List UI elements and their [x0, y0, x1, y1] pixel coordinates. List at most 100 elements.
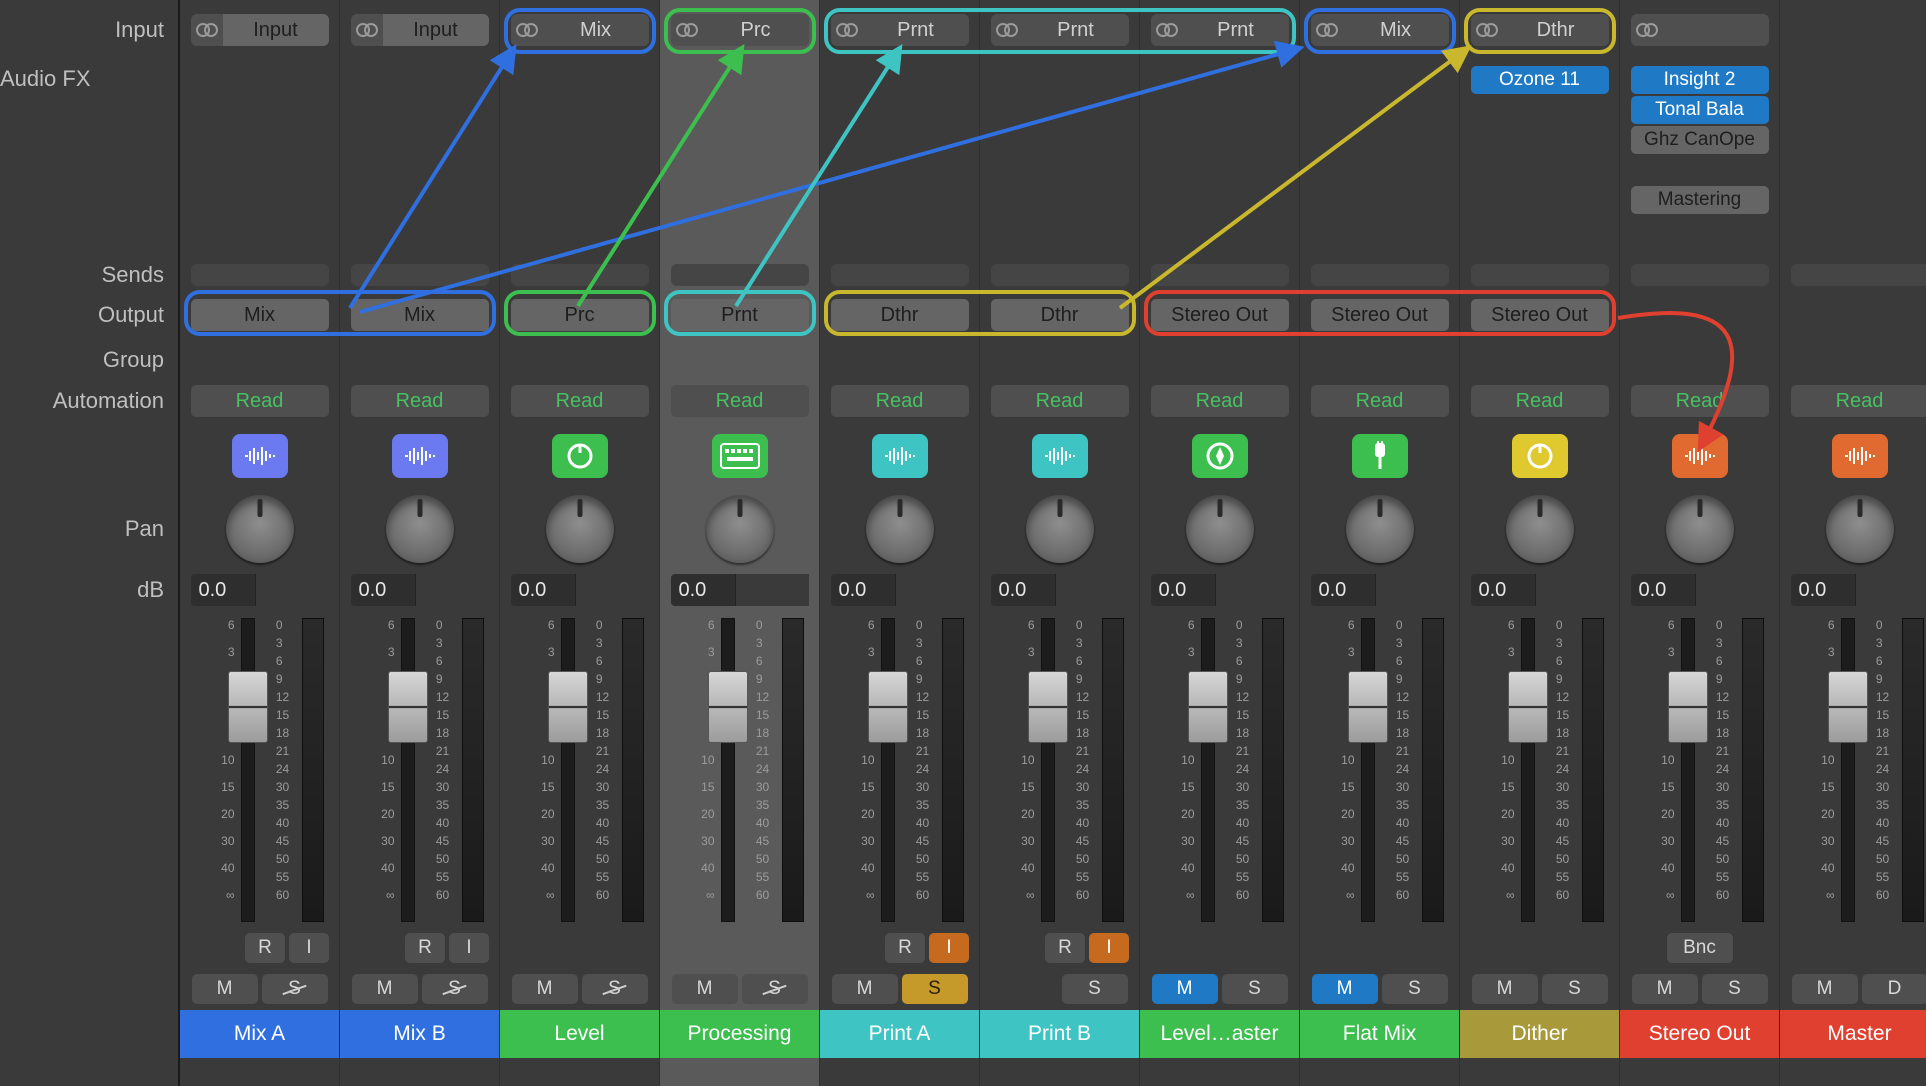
db-readout[interactable]: 0.0 [1471, 574, 1609, 606]
output-slot[interactable]: Mix [351, 299, 489, 331]
pan-knob[interactable] [1186, 495, 1254, 563]
mute-button[interactable]: M [1792, 974, 1858, 1004]
db-readout[interactable]: 0.0 [831, 574, 969, 606]
input-slot[interactable]: Prnt [1151, 14, 1289, 46]
mute-button[interactable]: M [512, 974, 578, 1004]
track-name[interactable]: Flat Mix [1300, 1010, 1459, 1058]
output-slot[interactable]: Dthr [991, 299, 1129, 331]
pan-knob[interactable] [226, 495, 294, 563]
mute-button[interactable]: M [832, 974, 898, 1004]
mute-button[interactable]: M [672, 974, 738, 1004]
track-name[interactable]: Processing [660, 1010, 819, 1058]
solo-button[interactable]: S [262, 974, 328, 1004]
db-readout[interactable]: 0.0 [511, 574, 649, 606]
input-slot[interactable]: Input [351, 14, 489, 46]
mute-button[interactable]: M [1152, 974, 1218, 1004]
sends-slot[interactable] [1471, 264, 1609, 286]
pan-knob[interactable] [1026, 495, 1094, 563]
bounce-button[interactable]: Bnc [1667, 933, 1733, 963]
solo-button[interactable]: S [1702, 974, 1768, 1004]
fader-track[interactable] [561, 618, 575, 922]
automation-mode[interactable]: Read [671, 385, 809, 417]
track-type-icon[interactable] [1832, 434, 1888, 478]
automation-mode[interactable]: Read [831, 385, 969, 417]
solo-button[interactable]: S [582, 974, 648, 1004]
track-type-icon[interactable] [872, 434, 928, 478]
sends-slot[interactable] [1631, 264, 1769, 286]
pan-knob[interactable] [866, 495, 934, 563]
track-type-icon[interactable] [1032, 434, 1088, 478]
output-slot[interactable]: Prc [511, 299, 649, 331]
solo-button[interactable]: S [1382, 974, 1448, 1004]
automation-mode[interactable]: Read [1631, 385, 1769, 417]
automation-mode[interactable]: Read [511, 385, 649, 417]
input-monitor-button[interactable]: I [929, 933, 969, 963]
automation-mode[interactable]: Read [1791, 385, 1926, 417]
track-name[interactable]: Stereo Out [1620, 1010, 1779, 1058]
output-slot[interactable]: Mix [191, 299, 329, 331]
track-type-icon[interactable] [1352, 434, 1408, 478]
input-slot[interactable] [1631, 14, 1769, 46]
input-slot[interactable]: Mix [511, 14, 649, 46]
output-slot[interactable]: Dthr [831, 299, 969, 331]
input-slot[interactable]: Prc [671, 14, 809, 46]
sends-slot[interactable] [991, 264, 1129, 286]
record-enable-button[interactable]: R [1045, 933, 1085, 963]
output-slot[interactable]: Stereo Out [1311, 299, 1449, 331]
fx-insert[interactable]: Insight 2 [1631, 66, 1769, 94]
db-readout[interactable]: 0.0 [671, 574, 809, 606]
record-enable-button[interactable]: R [885, 933, 925, 963]
sends-slot[interactable] [1151, 264, 1289, 286]
automation-mode[interactable]: Read [1151, 385, 1289, 417]
input-slot[interactable]: Dthr [1471, 14, 1609, 46]
fader-track[interactable] [241, 618, 255, 922]
fx-insert[interactable]: Ghz CanOpe [1631, 126, 1769, 154]
sends-slot[interactable] [1791, 264, 1926, 286]
sends-slot[interactable] [191, 264, 329, 286]
fx-insert[interactable]: Tonal Bala [1631, 96, 1769, 124]
mute-button[interactable]: M [1632, 974, 1698, 1004]
db-readout[interactable]: 0.0 [991, 574, 1129, 606]
automation-mode[interactable]: Read [191, 385, 329, 417]
track-type-icon[interactable] [1672, 434, 1728, 478]
track-name[interactable]: Mix A [180, 1010, 339, 1058]
record-enable-button[interactable]: R [245, 933, 285, 963]
pan-knob[interactable] [386, 495, 454, 563]
fx-insert[interactable]: Ozone 11 [1471, 66, 1609, 94]
automation-mode[interactable]: Read [1471, 385, 1609, 417]
track-name[interactable]: Master [1780, 1010, 1926, 1058]
solo-button[interactable]: S [1542, 974, 1608, 1004]
mute-button[interactable]: M [352, 974, 418, 1004]
input-slot[interactable]: Mix [1311, 14, 1449, 46]
solo-button[interactable]: S [1062, 974, 1128, 1004]
fx-insert[interactable]: Mastering [1631, 186, 1769, 214]
solo-button[interactable]: S [902, 974, 968, 1004]
track-type-icon[interactable] [712, 434, 768, 478]
solo-button[interactable]: S [422, 974, 488, 1004]
db-readout[interactable]: 0.0 [1311, 574, 1449, 606]
automation-mode[interactable]: Read [1311, 385, 1449, 417]
sends-slot[interactable] [511, 264, 649, 286]
solo-button[interactable]: S [742, 974, 808, 1004]
output-slot[interactable]: Prnt [671, 299, 809, 331]
fader-track[interactable] [881, 618, 895, 922]
fader-track[interactable] [721, 618, 735, 922]
track-name[interactable]: Level…aster [1140, 1010, 1299, 1058]
input-monitor-button[interactable]: I [449, 933, 489, 963]
mute-button[interactable]: M [1472, 974, 1538, 1004]
input-slot[interactable]: Prnt [991, 14, 1129, 46]
track-type-icon[interactable] [552, 434, 608, 478]
db-readout[interactable]: 0.0 [1151, 574, 1289, 606]
sends-slot[interactable] [671, 264, 809, 286]
automation-mode[interactable]: Read [991, 385, 1129, 417]
track-name[interactable]: Mix B [340, 1010, 499, 1058]
db-readout[interactable]: 0.0 [1631, 574, 1769, 606]
pan-knob[interactable] [546, 495, 614, 563]
automation-mode[interactable]: Read [351, 385, 489, 417]
track-name[interactable]: Print B [980, 1010, 1139, 1058]
fader-track[interactable] [401, 618, 415, 922]
sends-slot[interactable] [351, 264, 489, 286]
track-name[interactable]: Print A [820, 1010, 979, 1058]
pan-knob[interactable] [1346, 495, 1414, 563]
sends-slot[interactable] [1311, 264, 1449, 286]
